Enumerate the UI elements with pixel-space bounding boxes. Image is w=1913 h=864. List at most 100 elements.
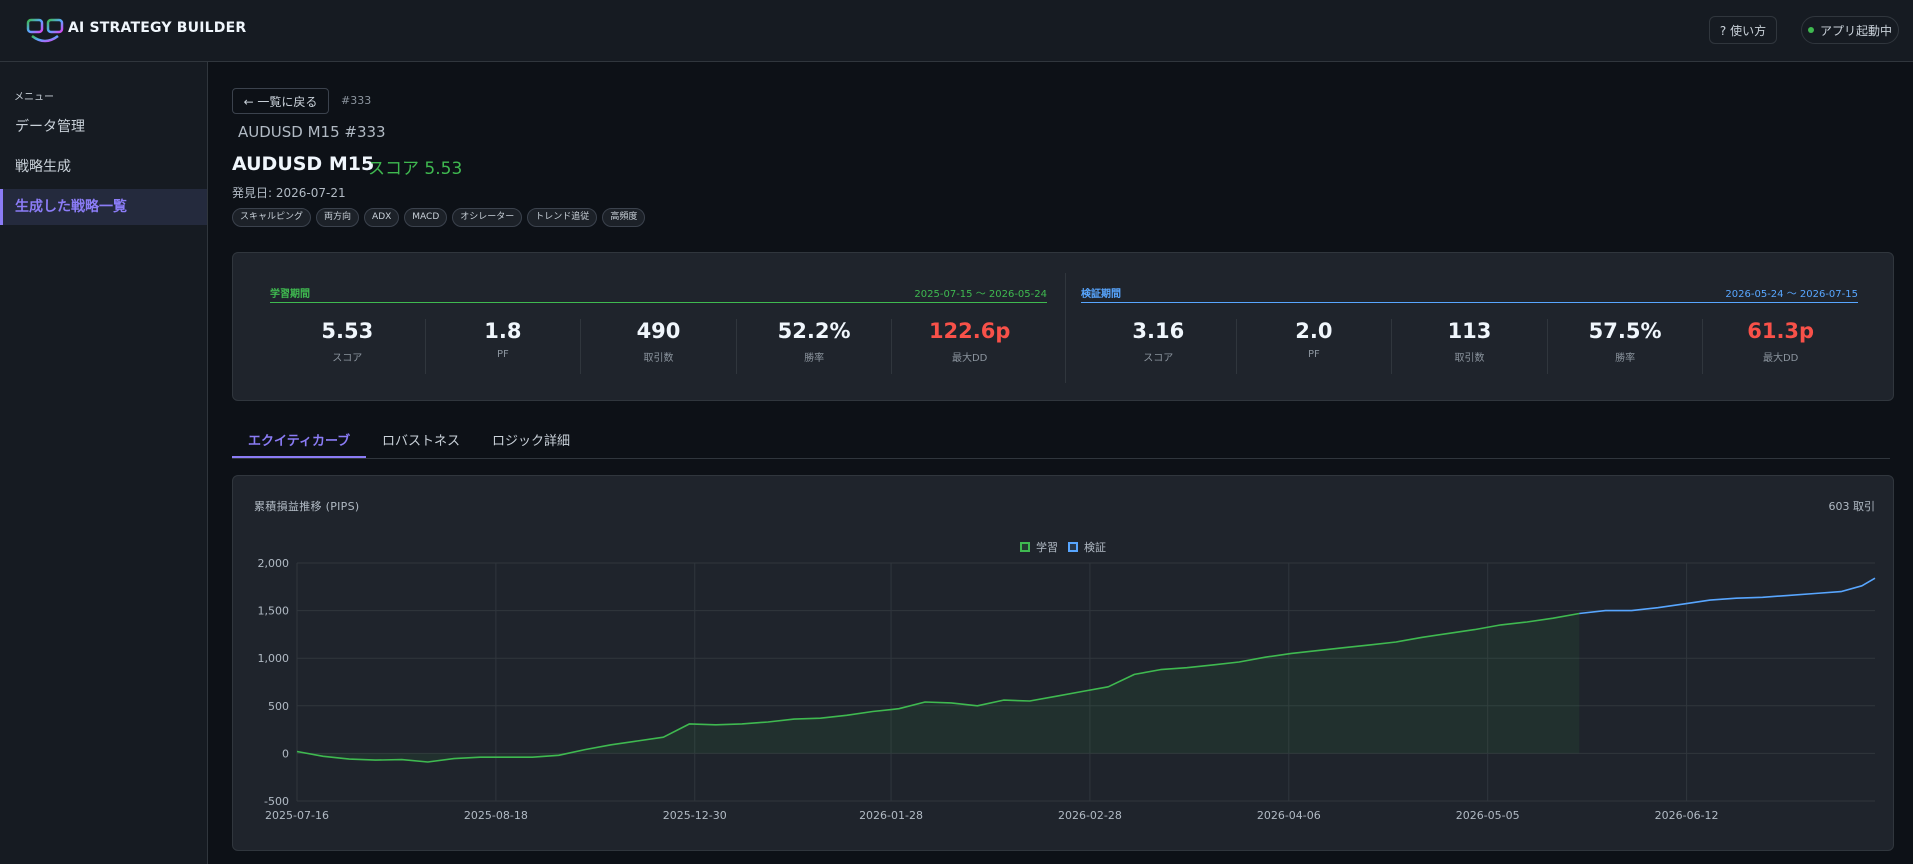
- menu-label: メニュー: [14, 92, 54, 103]
- metric-cell: 122.6p 最大DD: [891, 319, 1047, 374]
- strategy-tag: 両方向: [316, 208, 360, 227]
- metric-cell: 57.5% 勝率: [1546, 319, 1703, 374]
- top-bar: AI STRATEGY BUILDER ? 使い方 アプリ起動中: [0, 0, 1913, 62]
- y-tick-label: 500: [268, 700, 289, 713]
- metric-label: スコア: [1143, 353, 1174, 364]
- metric-cell: 1.8 PF: [424, 319, 581, 374]
- metric-value: 1.8: [484, 319, 522, 343]
- x-tick-label: 2025-07-16: [265, 809, 329, 822]
- metric-cell: 5.53 スコア: [270, 319, 425, 374]
- test-period-panel: 検証期間 2026-05-24 〜 2026-07-15 3.16 スコア 2.0 PF 1…: [1081, 285, 1858, 374]
- sidebar-item-strategy-generation[interactable]: 戦略生成: [15, 159, 71, 175]
- found-date: 発見日: 2026-07-21: [232, 186, 346, 200]
- brand-logo-icon: [26, 18, 64, 43]
- metric-value: 490: [636, 319, 681, 343]
- train-metrics: 5.53 スコア 1.8 PF 490 取引数 52.2% 勝率 122.6p 最大DD: [270, 319, 1047, 374]
- legend-item-test[interactable]: 検証: [1068, 539, 1106, 555]
- sidebar-item-data-management[interactable]: データ管理: [15, 119, 85, 135]
- x-tick-label: 2026-01-28: [859, 809, 923, 822]
- metric-label: 勝率: [1615, 353, 1636, 364]
- legend-item-train[interactable]: 学習: [1020, 539, 1058, 555]
- status-dot-icon: [1807, 27, 1814, 33]
- y-tick-label: 1,500: [258, 605, 290, 618]
- test-period-header: 検証期間 2026-05-24 〜 2026-07-15: [1081, 285, 1858, 303]
- help-button-label: ? 使い方: [1719, 23, 1767, 38]
- active-tab-indicator: [232, 456, 366, 458]
- metric-cell: 113 取引数: [1391, 319, 1547, 374]
- chart-title: 累積損益推移 (PIPS): [254, 500, 360, 513]
- metric-label: PF: [496, 349, 509, 360]
- x-tick-label: 2025-12-30: [663, 809, 727, 822]
- tab-bar: エクイティカーブ ロバストネス ロジック詳細: [232, 425, 1890, 459]
- strategy-tag: オシレーター: [452, 208, 523, 227]
- legend-swatch-test: [1068, 542, 1078, 552]
- metric-value: 52.2%: [777, 319, 851, 343]
- legend-label-train: 学習: [1036, 541, 1058, 554]
- series-line-test: [1579, 577, 1876, 615]
- metric-value: 113: [1447, 319, 1492, 343]
- equity-chart-card: 2,000 1,500 1,000 500 0 -500 2025-07-16 2025-08…: [232, 475, 1894, 851]
- stats-card: 学習期間 2025-07-15 〜 2026-05-24 5.53 スコア 1.8 PF 4…: [232, 252, 1894, 401]
- tab-equity-curve[interactable]: エクイティカーブ: [248, 434, 351, 449]
- legend-label-test: 検証: [1084, 541, 1106, 554]
- metric-label: スコア: [332, 353, 363, 364]
- metric-cell: 490 取引数: [580, 319, 736, 374]
- legend-swatch-train: [1020, 542, 1030, 552]
- series-area-train: [297, 613, 1580, 762]
- x-tick-label: 2026-06-12: [1655, 809, 1719, 822]
- x-tick-label: 2025-08-18: [464, 809, 528, 822]
- strategy-tag: ADX: [364, 208, 400, 227]
- test-metrics: 3.16 スコア 2.0 PF 113 取引数 57.5% 勝率 61.3p 最大DD: [1081, 319, 1858, 374]
- page-title: AUDUSD M15: [232, 153, 375, 175]
- metric-value: 5.53: [321, 319, 374, 343]
- metric-label: PF: [1307, 349, 1320, 360]
- tag-list: スキャルピング 両方向 ADX MACD オシレーター トレンド追従 高頻度: [232, 208, 646, 227]
- series-line-train: [296, 612, 1580, 763]
- train-period-name: 学習期間: [270, 289, 310, 300]
- trade-count: 603 取引: [1828, 500, 1876, 513]
- app-status-badge: アプリ起動中: [1801, 16, 1899, 44]
- back-to-list-button[interactable]: ← 一覧に戻る: [232, 88, 329, 114]
- metric-label: 取引数: [643, 353, 674, 364]
- y-tick-label: 1,000: [258, 652, 290, 665]
- train-period-range: 2025-07-15 〜 2026-05-24: [914, 289, 1047, 300]
- metric-cell: 61.3p 最大DD: [1702, 319, 1858, 374]
- score-badge: スコア 5.53: [368, 159, 463, 179]
- tab-robustness[interactable]: ロバストネス: [382, 434, 461, 449]
- status-label: アプリ起動中: [1819, 23, 1892, 38]
- strategy-subtitle: AUDUSD M15 #333: [238, 123, 386, 141]
- metric-cell: 2.0 PF: [1235, 319, 1392, 374]
- x-tick-label: 2026-05-05: [1456, 809, 1520, 822]
- strategy-id: #333: [341, 94, 372, 107]
- strategy-tag: スキャルピング: [232, 208, 312, 227]
- metric-value: 61.3p: [1747, 319, 1815, 343]
- metric-value: 3.16: [1132, 319, 1185, 343]
- sidebar: メニュー データ管理 戦略生成 生成した戦略一覧: [0, 62, 208, 864]
- y-tick-label: 2,000: [258, 557, 290, 570]
- x-tick-label: 2026-04-06: [1257, 809, 1321, 822]
- sidebar-item-strategy-list[interactable]: 生成した戦略一覧: [0, 189, 207, 225]
- y-tick-label: 0: [282, 747, 289, 760]
- metric-value: 57.5%: [1588, 319, 1662, 343]
- metric-label: 勝率: [804, 353, 825, 364]
- metric-cell: 3.16 スコア: [1081, 319, 1236, 374]
- tab-logic-details[interactable]: ロジック詳細: [492, 434, 571, 449]
- test-period-range: 2026-05-24 〜 2026-07-15: [1725, 289, 1858, 300]
- metric-cell: 52.2% 勝率: [735, 319, 892, 374]
- metric-value: 2.0: [1295, 319, 1333, 343]
- period-divider: [1065, 273, 1066, 383]
- metric-label: 取引数: [1454, 353, 1485, 364]
- metric-value: 122.6p: [928, 319, 1011, 343]
- strategy-tag: トレンド追従: [527, 208, 598, 227]
- train-period-header: 学習期間 2025-07-15 〜 2026-05-24: [270, 285, 1047, 303]
- y-tick-label: -500: [264, 795, 289, 808]
- chart-legend: 学習 検証: [233, 539, 1893, 555]
- help-button[interactable]: ? 使い方: [1709, 16, 1777, 44]
- train-period-panel: 学習期間 2025-07-15 〜 2026-05-24 5.53 スコア 1.8 PF 4…: [270, 285, 1047, 374]
- metric-label: 最大DD: [1762, 353, 1799, 364]
- metric-label: 最大DD: [951, 353, 988, 364]
- app-brand: AI STRATEGY BUILDER: [68, 20, 247, 36]
- x-tick-label: 2026-02-28: [1058, 809, 1122, 822]
- strategy-tag: MACD: [404, 208, 448, 227]
